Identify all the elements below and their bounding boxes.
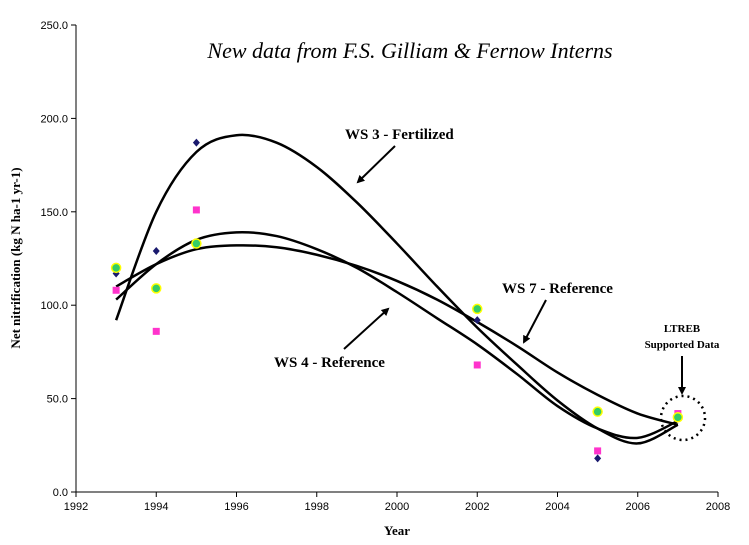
- annotation-ltreb-line1: LTREB: [664, 323, 701, 335]
- data-point-square: [192, 206, 200, 214]
- data-point-square: [112, 286, 120, 294]
- x-tick-label: 2004: [545, 501, 569, 513]
- chart-title: New data from F.S. Gilliam & Fernow Inte…: [206, 38, 612, 63]
- y-tick-label: 0.0: [53, 487, 68, 499]
- y-tick-label: 50.0: [47, 394, 68, 406]
- x-tick-label: 2008: [706, 501, 730, 513]
- data-point-square: [152, 327, 160, 335]
- x-tick-label: 2000: [385, 501, 409, 513]
- annotation-ws7: WS 7 - Reference: [502, 281, 613, 297]
- data-point-circle: [110, 262, 122, 274]
- data-point-circle: [191, 238, 202, 249]
- annotation-ltreb-line2: Supported Data: [645, 339, 720, 351]
- arrow-ws7: [523, 299, 547, 344]
- arrow-ws4: [343, 307, 390, 350]
- data-point-circle: [472, 303, 483, 315]
- y-tick-label: 250.0: [40, 20, 68, 32]
- x-tick-label: 2002: [465, 501, 489, 513]
- y-tick-label: 200.0: [40, 113, 68, 125]
- data-point-square: [594, 447, 602, 455]
- data-point-diamond: [152, 247, 160, 256]
- data-point-diamond: [192, 138, 200, 147]
- data-point-circle: [592, 406, 603, 417]
- data-point-diamond: [594, 454, 602, 463]
- trend-curve-series-2: [115, 244, 679, 426]
- x-tick-label: 1992: [64, 501, 88, 513]
- x-tick-label: 1996: [224, 501, 248, 513]
- arrow-ws3: [356, 145, 396, 184]
- annotation-ws3: WS 3 - Fertilized: [345, 127, 454, 143]
- y-axis-title: Net nitrification (kg N ha-1 yr-1): [8, 167, 23, 348]
- data-point-diamond: [473, 316, 481, 325]
- ltreb-highlight-circle: [659, 394, 707, 442]
- trend-curve-series-0: [114, 133, 679, 445]
- data-point-square: [473, 361, 481, 369]
- annotation-ws4: WS 4 - Reference: [274, 355, 385, 371]
- data-point-circle: [672, 412, 684, 423]
- x-tick-label: 2006: [626, 501, 650, 513]
- y-tick-label: 100.0: [40, 300, 68, 312]
- x-tick-label: 1994: [144, 501, 168, 513]
- data-point-circle: [151, 283, 162, 294]
- y-tick-label: 150.0: [40, 207, 68, 219]
- x-tick-label: 1998: [305, 501, 329, 513]
- trend-curve-series-1: [115, 230, 679, 440]
- x-axis-title: Year: [384, 523, 410, 538]
